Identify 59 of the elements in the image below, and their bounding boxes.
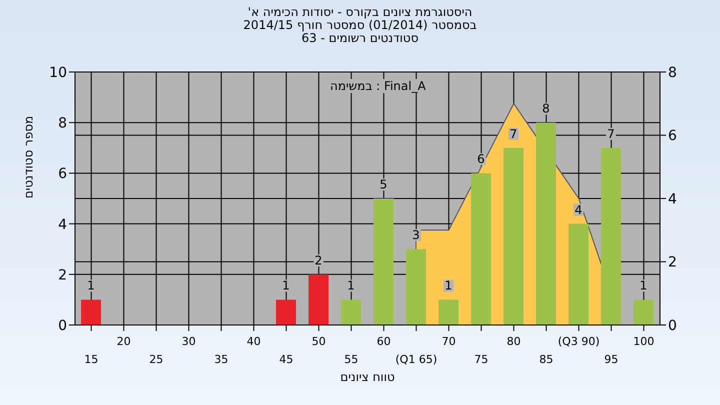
x-tick-label: 100 xyxy=(633,335,654,348)
x-tick-label: 80 xyxy=(506,335,521,348)
bar xyxy=(276,300,296,325)
data-label: 8 xyxy=(542,102,550,116)
y-tick-label: 2 xyxy=(58,267,67,284)
bar xyxy=(341,300,361,325)
y-tick-label: 6 xyxy=(58,166,68,182)
y-tick-label: 10 xyxy=(49,64,67,81)
x-tick-label: (Q3 90) xyxy=(558,335,600,348)
x-tick-label: 95 xyxy=(604,353,618,366)
y-tick-label: 0 xyxy=(58,318,67,334)
x-axis-title: טווח ציונים xyxy=(340,370,395,384)
bar xyxy=(634,300,654,325)
x-tick-label: 40 xyxy=(246,335,261,348)
bar xyxy=(406,249,426,325)
x-tick-label: 70 xyxy=(442,335,456,348)
data-label: 1 xyxy=(87,278,95,293)
x-tick-label: 30 xyxy=(182,335,196,348)
data-label: 1 xyxy=(640,278,648,293)
data-label: 4 xyxy=(574,202,582,217)
x-tick-label: 50 xyxy=(312,335,326,348)
bar xyxy=(308,274,328,325)
chart-title: היסטוגרמת ציונים בקורס - יסודות הכימיה א' בסמסטר (01/2014) סמסטר חורף 2014/15 סטודנטים רשומים - 63 xyxy=(242,5,478,45)
x-tick-label: 60 xyxy=(376,335,391,348)
y2-tick-label: 4 xyxy=(668,191,677,208)
bar xyxy=(536,122,556,325)
data-label: 6 xyxy=(477,152,485,166)
x-tick-label: 55 xyxy=(344,353,358,366)
x-tick-label: 75 xyxy=(474,353,488,366)
bar xyxy=(471,173,491,325)
y2-tick-label: 0 xyxy=(668,318,677,334)
bar xyxy=(568,224,588,325)
y2-tick-label: 2 xyxy=(668,254,677,271)
annotation: במשימה : Final_A xyxy=(326,79,430,93)
bar xyxy=(374,198,394,325)
data-label: 1 xyxy=(444,278,452,293)
data-label: 1 xyxy=(347,278,355,293)
data-label: 7 xyxy=(510,126,518,141)
data-label: 7 xyxy=(607,126,615,141)
bar xyxy=(81,300,101,325)
y-tick-label: 8 xyxy=(58,116,67,132)
y-axis-title: מספר סטודנטים xyxy=(21,116,36,198)
data-label: 1 xyxy=(282,278,290,293)
bar xyxy=(438,300,458,325)
bar xyxy=(601,148,621,325)
y-tick-label: 4 xyxy=(58,216,68,233)
y2-tick-label: 6 xyxy=(668,128,677,144)
x-tick-label: 45 xyxy=(279,353,294,366)
x-tick-label: 15 xyxy=(84,353,98,366)
x-tick-label: 35 xyxy=(214,353,228,366)
x-tick-label: 20 xyxy=(116,335,131,348)
x-tick-label: 25 xyxy=(149,353,164,366)
data-label: 3 xyxy=(412,228,420,242)
x-tick-label: (Q1 65) xyxy=(395,353,438,366)
bar xyxy=(504,148,524,325)
data-label: 5 xyxy=(380,178,388,192)
data-label: 2 xyxy=(314,253,322,268)
y2-tick-label: 8 xyxy=(668,64,677,81)
x-tick-label: 85 xyxy=(539,353,554,366)
